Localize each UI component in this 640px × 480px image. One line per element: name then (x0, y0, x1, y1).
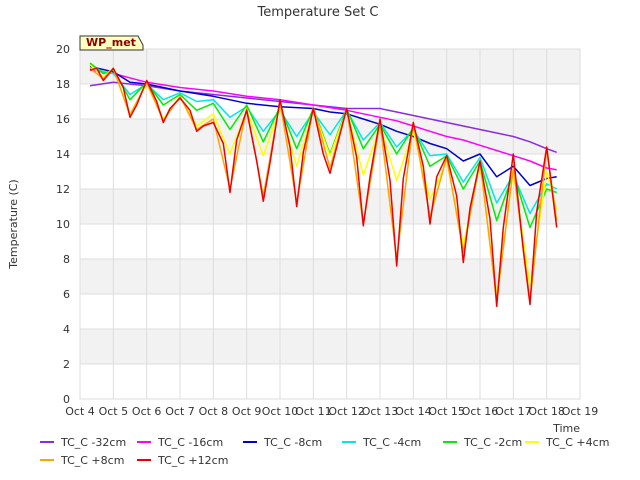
chart-title: Temperature Set C (256, 5, 378, 20)
series-line (89, 67, 558, 308)
x-tick-label: Oct 12 (328, 405, 365, 418)
legend-label: TC_C -16cm (157, 436, 223, 449)
x-tick-label: Oct 14 (395, 405, 432, 418)
shaded-band (80, 259, 580, 294)
plot-area (79, 48, 581, 400)
y-tick-label: 12 (56, 183, 70, 196)
series-lines (89, 62, 558, 308)
series-line (89, 69, 557, 171)
legend-label: TC_C -2cm (463, 436, 522, 449)
x-tick-label: Oct 16 (462, 405, 499, 418)
y-tick-label: 0 (63, 393, 70, 406)
x-tick-label: Oct 17 (495, 405, 532, 418)
station-badge: WP_met (79, 35, 144, 51)
y-tick-label: 10 (56, 218, 70, 231)
x-tick-label: Oct 5 (99, 405, 129, 418)
x-tick-label: Oct 7 (165, 405, 195, 418)
series-line (89, 64, 558, 215)
legend: TC_C -32cm TC_C -16cm TC_C -8cm TC_C -4cm TC… (40, 436, 609, 467)
legend-label: TC_C -8cm (263, 436, 322, 449)
legend-label: TC_C +4cm (545, 436, 609, 449)
legend-label: TC_C +12cm (157, 454, 228, 467)
x-axis-label: Time (552, 422, 580, 435)
series-line (89, 81, 557, 154)
x-tick-label: Oct 15 (428, 405, 465, 418)
background-bands (80, 49, 580, 364)
y-axis-label: Temperature (C) (7, 179, 20, 269)
x-axis-ticks: Oct 4 Oct 5 Oct 6 Oct 7 Oct 8 Oct 9 Oct 10Oct … (65, 405, 598, 418)
y-tick-label: 6 (63, 288, 70, 301)
y-tick-label: 8 (63, 253, 70, 266)
series-line (89, 65, 557, 187)
x-tick-label: Oct 18 (528, 405, 565, 418)
station-label: WP_met (86, 36, 136, 49)
x-tick-label: Oct 8 (199, 405, 229, 418)
shaded-band (80, 49, 580, 84)
legend-label: TC_C -4cm (362, 436, 421, 449)
legend-label: TC_C +8cm (60, 454, 124, 467)
y-tick-label: 18 (56, 78, 70, 91)
x-tick-label: Oct 10 (262, 405, 299, 418)
y-tick-label: 20 (56, 43, 70, 56)
y-tick-label: 4 (63, 323, 70, 336)
shaded-band (80, 329, 580, 364)
x-tick-label: Oct 19 (562, 405, 599, 418)
y-tick-label: 2 (63, 358, 70, 371)
shaded-band (80, 119, 580, 154)
y-axis-ticks: 0 2 4 6 8 10 12 14 16 18 20 (56, 43, 70, 406)
x-tick-label: Oct 6 (132, 405, 162, 418)
x-tick-label: Oct 9 (232, 405, 262, 418)
y-tick-label: 14 (56, 148, 70, 161)
y-tick-label: 16 (56, 113, 70, 126)
x-tick-label: Oct 13 (362, 405, 399, 418)
legend-label: TC_C -32cm (60, 436, 126, 449)
x-tick-label: Oct 11 (295, 405, 332, 418)
x-tick-label: Oct 4 (65, 405, 95, 418)
